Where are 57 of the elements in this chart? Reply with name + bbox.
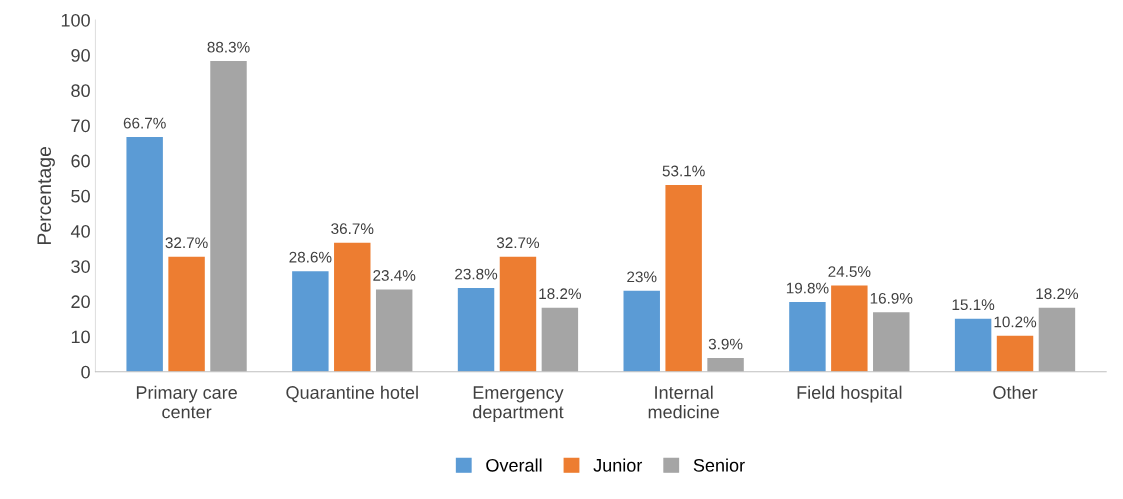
y-tick-label: 0 xyxy=(81,365,90,379)
bar xyxy=(375,289,413,372)
y-tick-label: 80 xyxy=(71,84,90,98)
bar xyxy=(334,242,371,372)
bar xyxy=(831,285,868,372)
data-label: 18.2% xyxy=(539,288,581,300)
x-tick-label: Internal medicine xyxy=(648,385,719,419)
y-tick-label: 20 xyxy=(71,295,90,309)
data-label: 3.9% xyxy=(708,338,743,350)
bar xyxy=(623,290,660,372)
data-label: 24.5% xyxy=(828,266,871,277)
data-label: 23% xyxy=(627,271,657,283)
bar xyxy=(292,271,329,372)
bar xyxy=(1038,307,1076,372)
y-tick-label: 10 xyxy=(71,330,90,344)
y-tick-label: 40 xyxy=(70,224,90,238)
x-tick-label: Field hospital xyxy=(797,385,902,403)
bar xyxy=(457,288,495,372)
y-tick-label: 90 xyxy=(71,49,90,62)
data-label: 10.2% xyxy=(994,316,1037,328)
y-tick-label: 60 xyxy=(71,154,90,168)
legend-label: Overall xyxy=(486,458,542,472)
y-tick-label: 100 xyxy=(61,13,90,27)
y-tick-label: 70 xyxy=(71,119,90,133)
data-label: 36.7% xyxy=(331,223,374,235)
legend-label: Junior xyxy=(593,458,643,472)
bar xyxy=(996,335,1034,372)
bar xyxy=(707,358,744,372)
data-label: 18.2% xyxy=(1036,288,1079,300)
x-tick-label: Other xyxy=(993,385,1038,399)
data-label: 16.9% xyxy=(870,292,913,304)
legend-label: Senior xyxy=(693,458,745,472)
data-label: 19.8% xyxy=(786,282,829,294)
bar xyxy=(499,256,537,372)
y-tick-label: 50 xyxy=(71,189,90,203)
data-label: 28.6% xyxy=(289,251,332,263)
data-label: 66.7% xyxy=(123,117,166,129)
bar xyxy=(541,307,579,372)
data-label: 88.3% xyxy=(207,41,250,53)
x-tick-label: Primary care center xyxy=(136,385,237,419)
bar xyxy=(665,184,702,372)
data-label: 53.1% xyxy=(662,165,705,177)
data-label: 23.4% xyxy=(373,270,416,281)
x-tick-label: Emergency department xyxy=(473,386,564,422)
y-axis-title: Percentage xyxy=(37,146,55,244)
data-label: 32.7% xyxy=(165,237,208,249)
bar xyxy=(873,312,910,372)
bar xyxy=(126,137,163,372)
x-tick-label: Quarantine hotel xyxy=(286,385,418,403)
data-label: 32.7% xyxy=(496,237,540,249)
y-tick-label: 30 xyxy=(71,260,90,273)
data-label: 23.8% xyxy=(455,268,498,280)
bar xyxy=(789,302,826,372)
data-label: 15.1% xyxy=(952,299,995,311)
bar xyxy=(954,318,992,372)
bar xyxy=(168,256,205,372)
bar xyxy=(210,61,247,372)
